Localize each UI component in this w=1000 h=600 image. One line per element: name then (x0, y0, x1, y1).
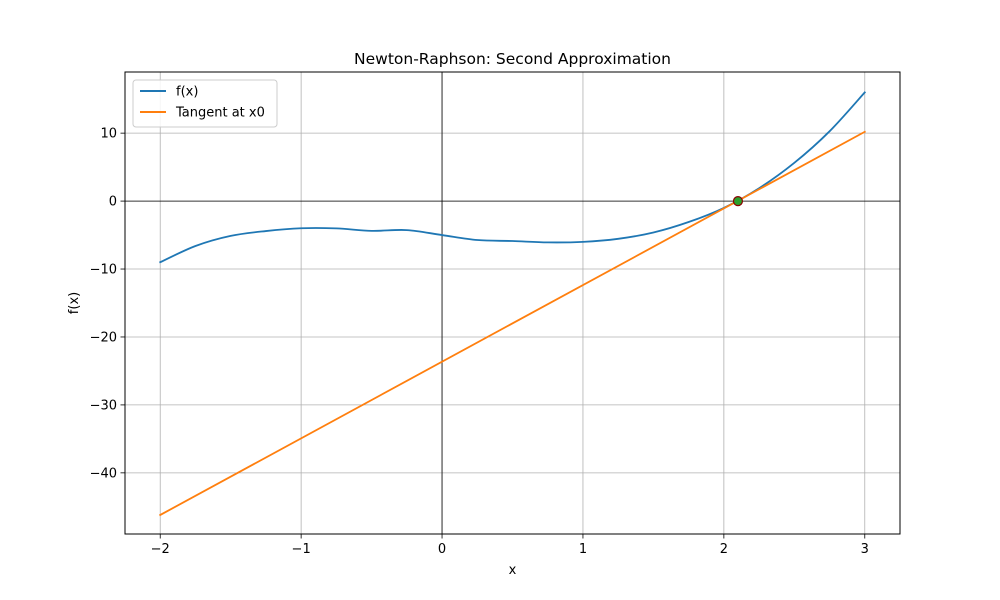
plot-frame (124, 71, 901, 535)
chart-title: Newton-Raphson: Second Approximation (354, 50, 671, 68)
x-axis-label: x (509, 563, 517, 578)
x-tick-label: 3 (861, 542, 869, 557)
approximation-point (732, 195, 744, 207)
x-tick-label: −2 (151, 542, 170, 557)
x-tick-label: 0 (438, 542, 446, 557)
y-tick-label: −20 (90, 330, 117, 345)
legend-label-fx: f(x) (176, 85, 198, 100)
x-tick-label: −1 (292, 542, 311, 557)
y-tick-label: 10 (100, 127, 117, 142)
reference-lines (125, 72, 900, 534)
series-line-tangent (159, 130, 866, 517)
y-axis-label: f(x) (67, 292, 82, 314)
legend-box (132, 79, 278, 128)
y-tick-label: −10 (90, 263, 117, 278)
y-tick-label: −40 (90, 466, 117, 481)
legend: f(x) Tangent at x0 (132, 79, 278, 128)
y-tick-label: 0 (109, 195, 117, 210)
x-tick-label: 1 (579, 542, 587, 557)
x-tick-label: 2 (720, 542, 728, 557)
marker-points (732, 195, 744, 207)
series-lines (159, 91, 867, 517)
legend-label-tangent: Tangent at x0 (175, 106, 265, 121)
y-tick-label: −30 (90, 398, 117, 413)
